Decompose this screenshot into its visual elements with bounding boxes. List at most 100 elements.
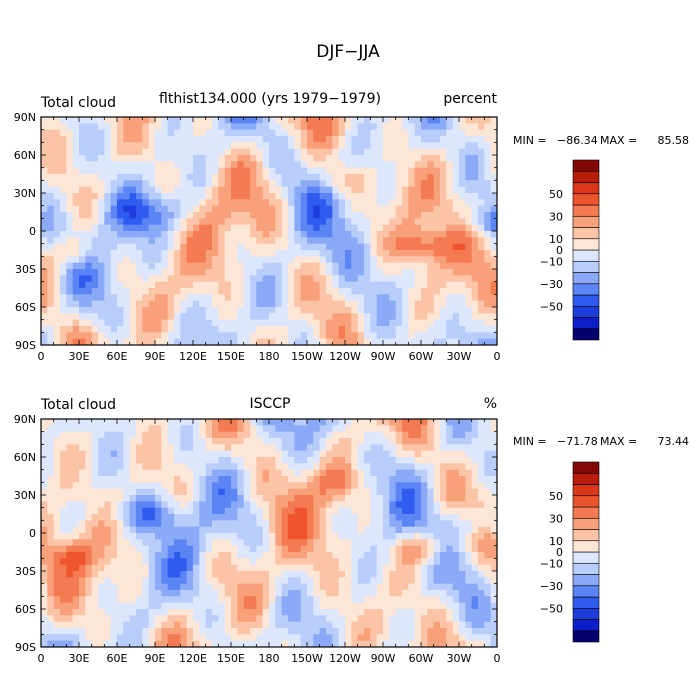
colorbar-swatch xyxy=(572,585,600,598)
y-tick-label: 60N xyxy=(14,451,36,464)
colorbar-swatch xyxy=(572,574,600,587)
y-axis: 90N 60N 30N 0 30S 60S 90S xyxy=(14,413,497,654)
colorbar-swatch xyxy=(572,529,600,542)
colorbar-swatch xyxy=(572,517,600,530)
x-tick-label: 180 xyxy=(259,350,280,363)
min-label: MIN = xyxy=(513,435,547,448)
colorbar-tick-label: −30 xyxy=(540,278,563,291)
x-tick-label: 90W xyxy=(371,652,396,665)
x-tick-label: 0 xyxy=(494,350,501,363)
y-tick-label: 30S xyxy=(15,263,36,276)
panel-title-center: flthist134.000 (yrs 1979−1979) xyxy=(159,91,381,107)
colorbar-swatch xyxy=(572,495,600,508)
panel-title-left: Total cloud xyxy=(40,95,116,111)
colorbar-swatch xyxy=(572,215,600,228)
colorbar-swatch xyxy=(572,506,600,519)
max-label: MAX = xyxy=(600,134,637,147)
anomaly-field xyxy=(41,419,498,648)
y-tick-label: 30N xyxy=(14,187,36,200)
x-tick-label: 60E xyxy=(107,350,128,363)
y-tick-label: 90S xyxy=(15,641,36,654)
colorbar-tick-label: 30 xyxy=(549,210,563,223)
y-tick-label: 60S xyxy=(15,603,36,616)
colorbar-tick-label: 0 xyxy=(556,546,563,559)
y-tick-label: 0 xyxy=(29,225,36,238)
x-tick-label: 150W xyxy=(291,350,323,363)
figure-title: DJF−JJA xyxy=(316,42,380,62)
colorbar: 50 30 100−10 −30 −50 xyxy=(540,461,600,643)
colorbar-swatch xyxy=(572,317,600,330)
x-tick-label: 60W xyxy=(409,652,434,665)
x-tick-label: 60W xyxy=(409,350,434,363)
colorbar-swatch xyxy=(572,227,600,240)
colorbar-swatch xyxy=(572,461,600,474)
x-tick-label: 0 xyxy=(38,652,45,665)
x-tick-label: 60E xyxy=(107,652,128,665)
x-tick-label: 30E xyxy=(69,350,90,363)
stats-readout: MIN = −71.78 MAX = 73.44 xyxy=(513,435,689,448)
colorbar-swatch xyxy=(572,193,600,206)
stats-readout: MIN = −86.34 MAX = 85.58 xyxy=(513,134,689,147)
min-label: MIN = xyxy=(513,134,547,147)
colorbar-swatch xyxy=(572,305,600,318)
y-tick-label: 30N xyxy=(14,489,36,502)
colorbar-tick-label: −10 xyxy=(540,255,563,268)
colorbar-swatch xyxy=(572,630,600,643)
colorbar-swatch xyxy=(572,204,600,217)
panel-title-center: ISCCP xyxy=(249,396,290,412)
x-tick-label: 150E xyxy=(217,350,245,363)
colorbar-swatch xyxy=(572,551,600,564)
colorbar-tick-label: 30 xyxy=(549,512,563,525)
min-value: −86.34 xyxy=(557,134,598,147)
y-tick-label: 30S xyxy=(15,565,36,578)
x-tick-label: 0 xyxy=(38,350,45,363)
colorbar-swatch xyxy=(572,596,600,609)
y-tick-label: 90N xyxy=(14,413,36,426)
x-tick-label: 150E xyxy=(217,652,245,665)
colorbar-swatch xyxy=(572,260,600,273)
x-tick-label: 30W xyxy=(447,652,472,665)
y-tick-label: 0 xyxy=(29,527,36,540)
x-tick-label: 30E xyxy=(69,652,90,665)
x-tick-label: 90E xyxy=(145,652,166,665)
colorbar-swatch xyxy=(572,272,600,285)
colorbar-swatch xyxy=(572,170,600,183)
colorbar-swatch xyxy=(572,607,600,620)
colorbar-swatch xyxy=(572,562,600,575)
colorbar-tick-label: 50 xyxy=(549,188,563,201)
x-tick-label: 150W xyxy=(291,652,323,665)
colorbar-tick-label: −30 xyxy=(540,580,563,593)
y-tick-label: 90S xyxy=(15,339,36,352)
colorbar-tick-label: −10 xyxy=(540,557,563,570)
colorbar-swatch xyxy=(572,472,600,485)
colorbar-swatch xyxy=(572,182,600,195)
colorbar-swatch xyxy=(572,619,600,632)
x-tick-label: 120E xyxy=(179,350,207,363)
colorbar-swatch xyxy=(572,540,600,553)
colorbar: 50 30 100−10 −30 −50 xyxy=(540,159,600,341)
colorbar-tick-label: 0 xyxy=(556,244,563,257)
colorbar-swatch xyxy=(572,159,600,172)
y-axis: 90N 60N 30N 0 30S 60S 90S xyxy=(14,111,497,352)
panel-title-right: percent xyxy=(443,91,497,107)
x-tick-label: 0 xyxy=(494,652,501,665)
colorbar-swatch xyxy=(572,328,600,341)
y-tick-label: 60S xyxy=(15,301,36,314)
x-tick-label: 90E xyxy=(145,350,166,363)
panel-title-right: % xyxy=(484,396,497,412)
colorbar-tick-label: −50 xyxy=(540,602,563,615)
colorbar-swatch xyxy=(572,283,600,296)
max-label: MAX = xyxy=(600,435,637,448)
x-tick-label: 30W xyxy=(447,350,472,363)
colorbar-swatch xyxy=(572,238,600,251)
max-value: 85.58 xyxy=(658,134,690,147)
x-tick-label: 120W xyxy=(329,652,361,665)
x-tick-label: 180 xyxy=(259,652,280,665)
x-tick-label: 120E xyxy=(179,652,207,665)
colorbar-tick-label: 10 xyxy=(549,233,563,246)
x-axis: 0 30E 60E 90E 120E 150E 180 150W 120W 90W 60W 30W 0 xyxy=(38,419,501,665)
y-tick-label: 60N xyxy=(14,149,36,162)
colorbar-tick-label: −50 xyxy=(540,300,563,313)
y-tick-label: 90N xyxy=(14,111,36,124)
